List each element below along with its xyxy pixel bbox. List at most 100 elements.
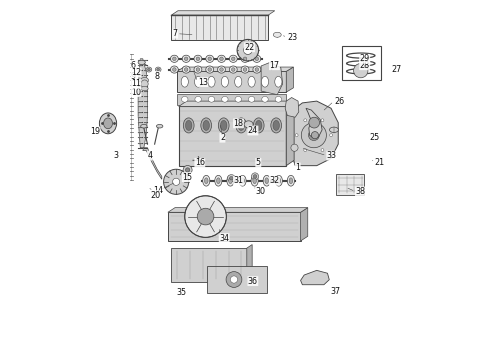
Ellipse shape: [227, 175, 235, 182]
Ellipse shape: [241, 55, 249, 62]
Ellipse shape: [243, 57, 247, 60]
Ellipse shape: [183, 166, 192, 175]
Ellipse shape: [155, 67, 161, 72]
Ellipse shape: [241, 178, 245, 184]
Ellipse shape: [277, 178, 281, 184]
Text: 7: 7: [172, 29, 178, 38]
Text: 28: 28: [360, 61, 370, 70]
Text: 23: 23: [287, 33, 297, 42]
Circle shape: [172, 178, 180, 185]
Ellipse shape: [204, 178, 208, 184]
Ellipse shape: [220, 57, 223, 60]
Ellipse shape: [141, 125, 147, 128]
Text: 34: 34: [219, 234, 229, 243]
Ellipse shape: [99, 113, 117, 134]
Ellipse shape: [253, 55, 261, 62]
Circle shape: [226, 272, 242, 287]
Text: 36: 36: [248, 276, 258, 285]
Text: 19: 19: [90, 127, 100, 136]
Ellipse shape: [196, 57, 200, 60]
Ellipse shape: [146, 67, 152, 72]
Ellipse shape: [218, 55, 225, 62]
Ellipse shape: [255, 120, 262, 130]
Ellipse shape: [236, 118, 246, 133]
Text: 15: 15: [182, 173, 193, 182]
Ellipse shape: [243, 68, 247, 71]
Text: 11: 11: [131, 80, 141, 89]
Bar: [337, 174, 365, 195]
Polygon shape: [172, 11, 275, 15]
Polygon shape: [168, 208, 308, 212]
Text: 1: 1: [295, 163, 300, 172]
Ellipse shape: [215, 175, 222, 186]
Text: 25: 25: [370, 133, 380, 142]
Ellipse shape: [231, 68, 235, 71]
Polygon shape: [285, 98, 299, 117]
Ellipse shape: [147, 68, 150, 71]
Text: 21: 21: [375, 158, 385, 167]
Text: 26: 26: [334, 96, 344, 105]
Text: 14: 14: [153, 186, 164, 195]
Ellipse shape: [289, 178, 293, 184]
Polygon shape: [306, 108, 322, 138]
Ellipse shape: [181, 76, 188, 87]
Text: 38: 38: [355, 187, 366, 196]
Text: 32: 32: [270, 176, 279, 185]
Circle shape: [185, 196, 226, 237]
Ellipse shape: [221, 96, 228, 102]
Ellipse shape: [186, 168, 190, 172]
Ellipse shape: [172, 68, 176, 71]
Ellipse shape: [171, 66, 178, 73]
Ellipse shape: [241, 66, 249, 73]
Text: 17: 17: [270, 61, 279, 70]
Ellipse shape: [248, 76, 255, 87]
Text: 2: 2: [220, 133, 225, 142]
Ellipse shape: [218, 66, 225, 73]
Ellipse shape: [141, 86, 148, 91]
Polygon shape: [300, 270, 329, 285]
Ellipse shape: [291, 144, 298, 151]
Ellipse shape: [182, 66, 190, 73]
Ellipse shape: [253, 175, 257, 178]
Ellipse shape: [206, 66, 214, 73]
Text: 4: 4: [147, 151, 152, 160]
Ellipse shape: [184, 57, 188, 60]
Text: 24: 24: [248, 126, 258, 135]
Ellipse shape: [275, 175, 282, 186]
Polygon shape: [143, 148, 162, 179]
Ellipse shape: [141, 77, 148, 83]
Ellipse shape: [273, 120, 279, 130]
Ellipse shape: [231, 57, 235, 60]
Text: 18: 18: [234, 119, 244, 128]
Ellipse shape: [321, 119, 324, 122]
Text: 8: 8: [155, 72, 160, 81]
Text: 29: 29: [360, 54, 370, 63]
Ellipse shape: [181, 96, 188, 102]
Text: 31: 31: [234, 176, 244, 185]
Ellipse shape: [194, 66, 202, 73]
Polygon shape: [286, 101, 294, 166]
Ellipse shape: [287, 175, 294, 186]
Ellipse shape: [271, 118, 282, 133]
Ellipse shape: [248, 96, 255, 102]
Ellipse shape: [244, 121, 253, 128]
Polygon shape: [179, 107, 286, 166]
Ellipse shape: [229, 55, 237, 62]
Ellipse shape: [330, 134, 333, 136]
Ellipse shape: [208, 96, 215, 102]
Ellipse shape: [295, 134, 298, 136]
Circle shape: [197, 208, 214, 225]
Ellipse shape: [275, 76, 282, 87]
Ellipse shape: [262, 96, 268, 102]
Polygon shape: [138, 59, 147, 148]
Ellipse shape: [186, 120, 192, 130]
Ellipse shape: [203, 120, 209, 130]
Ellipse shape: [239, 175, 246, 186]
Polygon shape: [207, 266, 267, 293]
Ellipse shape: [208, 76, 215, 87]
Ellipse shape: [103, 118, 113, 129]
Circle shape: [311, 132, 318, 139]
Ellipse shape: [220, 68, 223, 71]
Polygon shape: [247, 244, 252, 282]
Ellipse shape: [238, 120, 245, 130]
